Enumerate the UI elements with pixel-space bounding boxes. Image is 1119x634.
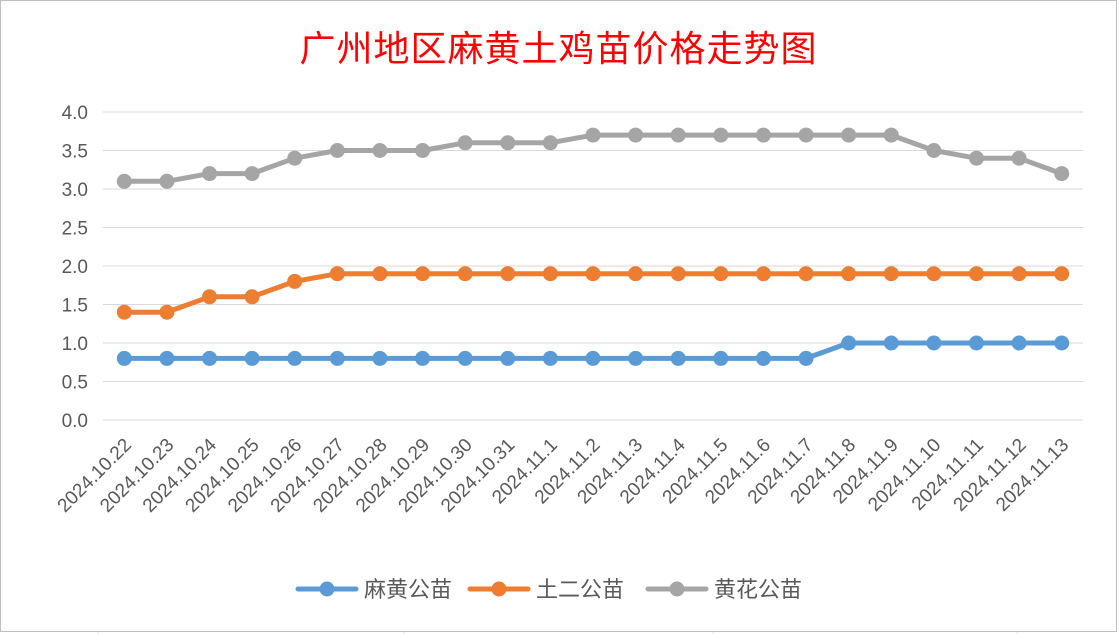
legend-marker-1 — [319, 581, 335, 597]
y-tick-label: 4.0 — [62, 103, 88, 124]
data-point-series-1 — [457, 350, 473, 366]
data-point-series-2 — [968, 266, 984, 282]
y-tick-label: 0.0 — [62, 411, 88, 432]
legend-label-2: 土二公苗 — [536, 578, 624, 603]
data-point-series-2 — [159, 304, 175, 320]
data-point-series-2 — [287, 273, 303, 289]
data-point-series-2 — [542, 266, 558, 282]
data-point-series-1 — [968, 335, 984, 351]
data-point-series-3 — [585, 127, 601, 143]
data-point-series-2 — [798, 266, 814, 282]
data-point-series-3 — [926, 143, 942, 158]
data-point-series-3 — [329, 143, 345, 158]
data-point-series-2 — [670, 266, 686, 282]
data-point-series-2 — [372, 266, 388, 282]
data-point-series-1 — [798, 350, 814, 366]
data-point-series-3 — [415, 143, 431, 158]
data-point-series-1 — [755, 350, 771, 366]
data-point-series-2 — [1054, 266, 1070, 282]
data-point-series-3 — [542, 135, 558, 151]
data-point-series-3 — [244, 166, 260, 182]
data-point-series-3 — [1054, 166, 1070, 182]
data-point-series-2 — [202, 289, 218, 305]
data-point-series-2 — [883, 266, 899, 282]
data-point-series-2 — [457, 266, 473, 282]
data-point-series-2 — [1011, 266, 1027, 282]
data-point-series-1 — [415, 350, 431, 366]
data-point-series-1 — [329, 350, 345, 366]
data-point-series-2 — [415, 266, 431, 282]
data-point-series-1 — [202, 350, 218, 366]
data-point-series-3 — [883, 127, 899, 143]
y-tick-label: 3.0 — [62, 180, 88, 201]
data-point-series-1 — [116, 350, 132, 366]
data-point-series-1 — [926, 335, 942, 351]
data-point-series-3 — [287, 150, 303, 166]
data-point-series-2 — [713, 266, 729, 282]
data-point-series-1 — [670, 350, 686, 366]
y-tick-label: 1.5 — [62, 296, 88, 317]
legend-marker-3 — [669, 581, 685, 597]
data-point-series-3 — [755, 127, 771, 143]
data-point-series-1 — [628, 350, 644, 366]
data-point-series-3 — [628, 127, 644, 143]
data-point-series-2 — [329, 266, 345, 282]
data-point-series-1 — [159, 350, 175, 366]
data-point-series-2 — [926, 266, 942, 282]
data-point-series-2 — [116, 304, 132, 320]
y-tick-label: 0.5 — [62, 373, 88, 394]
data-point-series-1 — [883, 335, 899, 351]
data-point-series-1 — [287, 350, 303, 366]
data-point-series-1 — [372, 350, 388, 366]
data-point-series-1 — [713, 350, 729, 366]
data-point-series-1 — [841, 335, 857, 351]
legend-label-1: 麻黄公苗 — [364, 578, 452, 603]
data-point-series-2 — [244, 289, 260, 305]
y-tick-label: 1.0 — [62, 334, 88, 355]
data-point-series-3 — [159, 173, 175, 189]
data-point-series-2 — [500, 266, 516, 282]
data-point-series-3 — [116, 173, 132, 189]
data-point-series-2 — [628, 266, 644, 282]
data-point-series-2 — [755, 266, 771, 282]
data-point-series-2 — [585, 266, 601, 282]
data-point-series-3 — [202, 166, 218, 182]
data-point-series-1 — [500, 350, 516, 366]
data-point-series-1 — [1054, 335, 1070, 351]
data-point-series-3 — [1011, 150, 1027, 166]
legend-marker-2 — [491, 581, 507, 597]
data-point-series-3 — [968, 150, 984, 166]
data-point-series-1 — [1011, 335, 1027, 351]
data-point-series-1 — [585, 350, 601, 366]
data-point-series-3 — [500, 135, 516, 151]
data-point-series-1 — [244, 350, 260, 366]
data-point-series-1 — [542, 350, 558, 366]
chart-title: 广州地区麻黄土鸡苗价格走势图 — [299, 29, 818, 70]
data-point-series-3 — [713, 127, 729, 143]
data-point-series-3 — [670, 127, 686, 143]
y-tick-label: 3.5 — [62, 142, 88, 163]
y-tick-label: 2.0 — [62, 257, 88, 278]
data-point-series-2 — [841, 266, 857, 282]
legend-label-3: 黄花公苗 — [714, 578, 802, 603]
y-tick-label: 2.5 — [62, 219, 88, 240]
data-point-series-3 — [841, 127, 857, 143]
data-point-series-3 — [798, 127, 814, 143]
data-point-series-3 — [372, 143, 388, 158]
data-point-series-3 — [457, 135, 473, 151]
